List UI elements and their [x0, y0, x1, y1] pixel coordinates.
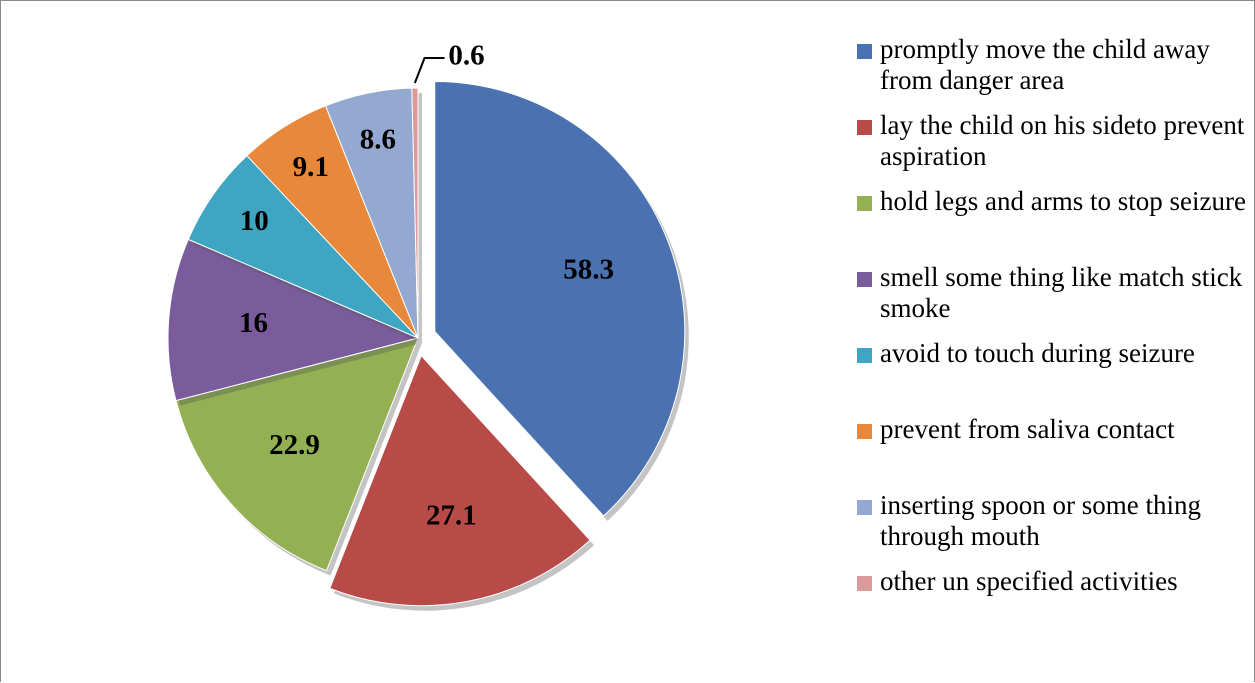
slice: [167, 238, 420, 402]
legend-label: lay the child on his sideto prevent aspi…: [880, 110, 1245, 171]
legend-item: avoid to touch during seizure: [855, 338, 1250, 414]
data-label: 16: [239, 307, 268, 339]
legend-label: smell some thing like match stick smoke: [880, 262, 1243, 323]
slice: [329, 354, 591, 607]
legend-item: smell some thing like match stick smoke: [855, 262, 1250, 338]
legend: promptly move the child away from danger…: [855, 34, 1250, 642]
legend-item: lay the child on his sideto prevent aspi…: [855, 110, 1250, 186]
legend-label: promptly move the child away from danger…: [880, 34, 1210, 95]
legend-item: hold legs and arms to stop seizure: [855, 186, 1250, 262]
data-label: 27.1: [426, 500, 477, 532]
legend-label: hold legs and arms to stop seizure: [880, 186, 1246, 216]
data-label: 0.6: [448, 40, 484, 72]
legend-label: other un specified activities: [880, 566, 1178, 596]
legend-swatch: [857, 44, 872, 59]
data-label: 22.9: [269, 429, 320, 461]
data-label: 8.6: [360, 124, 396, 156]
legend-swatch: [857, 348, 872, 363]
data-label: 9.1: [293, 151, 329, 183]
legend-swatch: [857, 500, 872, 515]
legend-swatch: [857, 272, 872, 287]
legend-swatch: [857, 424, 872, 439]
legend-label: inserting spoon or some thing through mo…: [880, 490, 1201, 551]
legend-label: prevent from saliva contact: [880, 414, 1175, 444]
legend-item: inserting spoon or some thing through mo…: [855, 490, 1250, 566]
data-label: 10: [240, 205, 269, 237]
slice: [411, 87, 419, 339]
slice: [175, 337, 419, 572]
leader-line: [413, 57, 445, 84]
legend-swatch: [857, 576, 872, 591]
legend-item: other un specified activities: [855, 566, 1250, 642]
legend-label: avoid to touch during seizure: [880, 338, 1195, 368]
slice: [434, 80, 686, 517]
data-label: 58.3: [563, 253, 614, 285]
legend-item: prevent from saliva contact: [855, 414, 1250, 490]
legend-item: promptly move the child away from danger…: [855, 34, 1250, 110]
legend-swatch: [857, 196, 872, 211]
legend-swatch: [857, 120, 872, 135]
chart: 58.3 27.1 22.9 16 10 9.1 8.6 0.6: [167, 40, 689, 611]
